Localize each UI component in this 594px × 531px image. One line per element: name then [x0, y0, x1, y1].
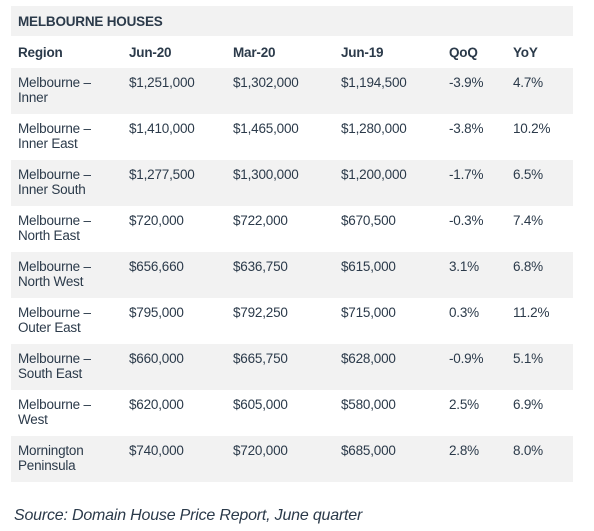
yoy-cell: 6.8%: [513, 259, 543, 274]
region-cell: Melbourne – Inner East: [11, 121, 122, 151]
region-line-2: Inner: [18, 90, 48, 105]
jun19-cell: $1,280,000: [341, 121, 407, 136]
header-jun20: Jun-20: [129, 44, 172, 60]
region-line-2: Outer East: [18, 320, 81, 335]
yoy-cell: 5.1%: [513, 351, 543, 366]
region-line-1: Mornington: [18, 443, 84, 458]
table-row: Melbourne – Inner South $1,277,500 $1,30…: [11, 160, 573, 206]
table-row: Melbourne – West $620,000 $605,000 $580,…: [11, 390, 573, 436]
region-line-2: West: [18, 412, 48, 427]
table-row: Mornington Peninsula $740,000 $720,000 $…: [11, 436, 573, 482]
mar20-cell: $1,465,000: [233, 121, 299, 136]
region-cell: Melbourne – South East: [11, 351, 122, 381]
mar20-cell: $720,000: [233, 443, 288, 458]
header-jun19: Jun-19: [341, 44, 384, 60]
yoy-cell: 6.5%: [513, 167, 543, 182]
yoy-cell: 7.4%: [513, 213, 543, 228]
qoq-cell: 2.8%: [449, 443, 479, 458]
region-line-1: Melbourne –: [18, 121, 91, 136]
jun20-cell: $740,000: [129, 443, 184, 458]
jun20-cell: $620,000: [129, 397, 184, 412]
region-line-2: North East: [18, 228, 80, 243]
mar20-cell: $665,750: [233, 351, 288, 366]
jun20-cell: $1,277,500: [129, 167, 195, 182]
table-row: Melbourne – Outer East $795,000 $792,250…: [11, 298, 573, 344]
table-row: Melbourne – Inner $1,251,000 $1,302,000 …: [11, 68, 573, 114]
jun20-cell: $1,251,000: [129, 75, 195, 90]
table-row: Melbourne – North East $720,000 $722,000…: [11, 206, 573, 252]
jun19-cell: $1,200,000: [341, 167, 407, 182]
qoq-cell: 2.5%: [449, 397, 479, 412]
region-line-2: South East: [18, 366, 83, 381]
mar20-cell: $792,250: [233, 305, 288, 320]
qoq-cell: -0.3%: [449, 213, 484, 228]
region-line-1: Melbourne –: [18, 351, 91, 366]
yoy-cell: 4.7%: [513, 75, 543, 90]
qoq-cell: -1.7%: [449, 167, 484, 182]
header-mar20: Mar-20: [233, 44, 276, 60]
mar20-cell: $605,000: [233, 397, 288, 412]
region-line-2: Peninsula: [18, 458, 76, 473]
jun19-cell: $580,000: [341, 397, 396, 412]
region-line-1: Melbourne –: [18, 397, 91, 412]
jun19-cell: $1,194,500: [341, 75, 407, 90]
table-row: Melbourne – North West $656,660 $636,750…: [11, 252, 573, 298]
mar20-cell: $636,750: [233, 259, 288, 274]
jun20-cell: $795,000: [129, 305, 184, 320]
header-yoy: YoY: [513, 44, 538, 60]
table-title: MELBOURNE HOUSES: [11, 6, 573, 36]
price-table: MELBOURNE HOUSES Region Jun-20 Mar-20 Ju…: [11, 6, 573, 482]
jun20-cell: $660,000: [129, 351, 184, 366]
region-line-1: Melbourne –: [18, 259, 91, 274]
region-line-1: Melbourne –: [18, 75, 91, 90]
jun19-cell: $670,500: [341, 213, 396, 228]
table-row: Melbourne – South East $660,000 $665,750…: [11, 344, 573, 390]
region-line-2: Inner South: [18, 182, 86, 197]
yoy-cell: 10.2%: [513, 121, 551, 136]
qoq-cell: -0.9%: [449, 351, 484, 366]
header-qoq: QoQ: [449, 44, 478, 60]
region-cell: Melbourne – West: [11, 397, 122, 427]
qoq-cell: 3.1%: [449, 259, 479, 274]
region-cell: Melbourne – Inner: [11, 75, 122, 105]
source-caption: Source: Domain House Price Report, June …: [14, 507, 363, 524]
region-cell: Melbourne – Outer East: [11, 305, 122, 335]
jun19-cell: $715,000: [341, 305, 396, 320]
yoy-cell: 6.9%: [513, 397, 543, 412]
header-region: Region: [18, 44, 63, 60]
jun20-cell: $656,660: [129, 259, 184, 274]
mar20-cell: $1,302,000: [233, 75, 299, 90]
mar20-cell: $1,300,000: [233, 167, 299, 182]
jun19-cell: $628,000: [341, 351, 396, 366]
yoy-cell: 11.2%: [513, 305, 550, 320]
region-line-1: Melbourne –: [18, 167, 91, 182]
jun19-cell: $615,000: [341, 259, 396, 274]
region-line-2: North West: [18, 274, 84, 289]
yoy-cell: 8.0%: [513, 443, 543, 458]
region-line-2: Inner East: [18, 136, 78, 151]
region-line-1: Melbourne –: [18, 213, 91, 228]
table-row: Melbourne – Inner East $1,410,000 $1,465…: [11, 114, 573, 160]
table-header-row: Region Jun-20 Mar-20 Jun-19 QoQ YoY: [11, 36, 573, 68]
region-cell: Melbourne – North East: [11, 213, 122, 243]
region-line-1: Melbourne –: [18, 305, 91, 320]
region-cell: Melbourne – Inner South: [11, 167, 122, 197]
jun19-cell: $685,000: [341, 443, 396, 458]
qoq-cell: -3.9%: [449, 75, 484, 90]
qoq-cell: 0.3%: [449, 305, 479, 320]
jun20-cell: $1,410,000: [129, 121, 195, 136]
mar20-cell: $722,000: [233, 213, 288, 228]
region-cell: Melbourne – North West: [11, 259, 122, 289]
region-cell: Mornington Peninsula: [11, 443, 122, 473]
jun20-cell: $720,000: [129, 213, 184, 228]
qoq-cell: -3.8%: [449, 121, 484, 136]
